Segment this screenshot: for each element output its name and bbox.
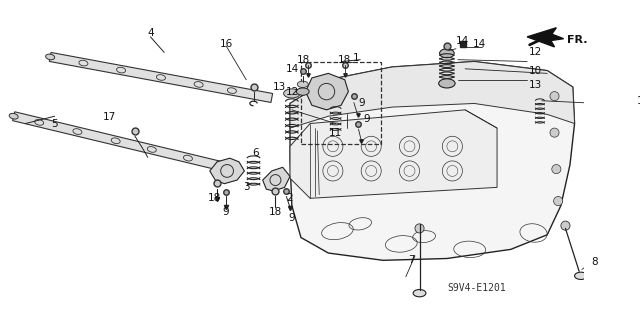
Circle shape bbox=[550, 128, 559, 137]
Polygon shape bbox=[305, 73, 348, 110]
Text: 14: 14 bbox=[286, 64, 299, 74]
Text: 2: 2 bbox=[287, 193, 293, 203]
Text: 12: 12 bbox=[529, 47, 542, 57]
Ellipse shape bbox=[575, 272, 588, 279]
Text: 13: 13 bbox=[529, 80, 542, 90]
Bar bbox=[301, 61, 381, 144]
Circle shape bbox=[550, 92, 559, 101]
Ellipse shape bbox=[298, 81, 308, 87]
Polygon shape bbox=[290, 61, 575, 128]
Text: 1: 1 bbox=[353, 53, 359, 63]
Text: 6: 6 bbox=[252, 148, 259, 158]
Polygon shape bbox=[49, 52, 273, 102]
Ellipse shape bbox=[284, 89, 300, 98]
Text: 9: 9 bbox=[359, 99, 365, 108]
Text: 18: 18 bbox=[269, 207, 282, 217]
Text: 9: 9 bbox=[364, 114, 370, 124]
Ellipse shape bbox=[296, 88, 309, 95]
Ellipse shape bbox=[440, 49, 454, 58]
Circle shape bbox=[552, 164, 561, 174]
Text: S9V4-E1201: S9V4-E1201 bbox=[447, 283, 506, 293]
Ellipse shape bbox=[413, 290, 426, 297]
Text: 12: 12 bbox=[286, 87, 299, 97]
Polygon shape bbox=[210, 158, 244, 184]
Text: 18: 18 bbox=[297, 55, 310, 65]
Polygon shape bbox=[13, 112, 227, 172]
Text: 18: 18 bbox=[338, 55, 351, 65]
Text: 16: 16 bbox=[220, 39, 233, 49]
Text: 3: 3 bbox=[243, 182, 250, 192]
Text: 17: 17 bbox=[103, 112, 116, 122]
Text: 8: 8 bbox=[591, 257, 598, 267]
Ellipse shape bbox=[9, 113, 18, 119]
Ellipse shape bbox=[45, 54, 54, 60]
Polygon shape bbox=[290, 61, 575, 260]
Ellipse shape bbox=[438, 79, 455, 88]
Text: 5: 5 bbox=[51, 118, 58, 129]
Text: 15: 15 bbox=[637, 96, 640, 106]
Circle shape bbox=[415, 224, 424, 233]
Text: 18: 18 bbox=[208, 193, 221, 203]
Polygon shape bbox=[527, 28, 564, 47]
Text: 13: 13 bbox=[273, 82, 285, 92]
Text: 14: 14 bbox=[472, 39, 486, 49]
Text: 10: 10 bbox=[529, 66, 542, 76]
Text: 9: 9 bbox=[289, 213, 295, 223]
Circle shape bbox=[561, 221, 570, 230]
Circle shape bbox=[554, 196, 563, 206]
Text: 14: 14 bbox=[456, 36, 469, 46]
Text: 7: 7 bbox=[408, 255, 415, 265]
Text: FR.: FR. bbox=[567, 35, 588, 44]
Polygon shape bbox=[290, 110, 497, 198]
Text: 4: 4 bbox=[147, 28, 154, 38]
Polygon shape bbox=[262, 167, 290, 191]
Text: 11: 11 bbox=[329, 128, 342, 138]
Text: 9: 9 bbox=[223, 207, 230, 217]
